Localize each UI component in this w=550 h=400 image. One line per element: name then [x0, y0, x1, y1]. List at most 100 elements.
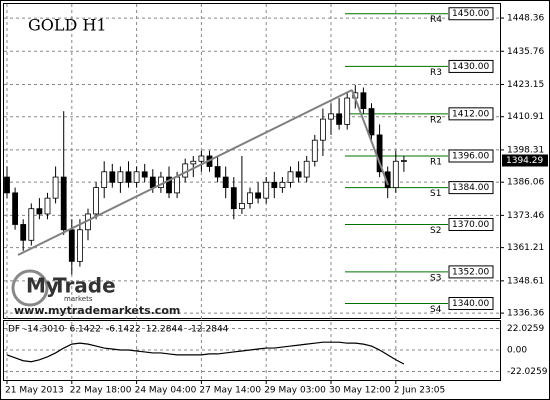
y-tick-label: 1435.76 [507, 47, 544, 57]
brand-tagline: markets [64, 295, 93, 303]
candle-body [68, 229, 75, 262]
y-tick-label: 1336.36 [507, 309, 544, 319]
candle-body [230, 187, 237, 210]
candle-body [368, 108, 375, 136]
pivot-box [448, 107, 494, 121]
candle-body [392, 160, 399, 189]
trendline [351, 89, 389, 186]
pivot-box [448, 59, 494, 73]
candle-body [263, 181, 270, 199]
brand-url: www.mytrademarkets.com [14, 304, 180, 317]
indicator-name: DF [8, 325, 20, 335]
candle-body [36, 208, 43, 215]
candle-body [255, 192, 262, 199]
pivot-label: 1450.00 [452, 9, 489, 19]
candle-body [287, 171, 294, 183]
logo: My Trade markets www.mytrademarkets.com [11, 269, 180, 317]
pivot-label: 1430.00 [452, 62, 489, 72]
y-tick-label: 0.00 [507, 346, 527, 356]
candle-body [238, 203, 245, 210]
pivot-name: S2 [430, 226, 441, 236]
candle-body [279, 181, 286, 189]
candle-body [12, 192, 19, 225]
candle-body [166, 176, 172, 194]
y-tick-label: 1348.61 [507, 276, 544, 286]
candle-body [295, 171, 302, 178]
x-tick-label: 2 Jun 23:05 [394, 386, 445, 396]
pivot-box [448, 7, 494, 21]
pivot-box [448, 149, 494, 163]
candle-body [311, 139, 318, 162]
price-marker [502, 154, 548, 167]
indicator-reading: -6.1422 [106, 325, 141, 335]
y-tick-label: 1361.21 [507, 243, 544, 253]
candle-body [336, 113, 343, 125]
candle-body [319, 118, 326, 141]
pivot-name: R1 [430, 157, 442, 167]
x-tick-label: 30 May 12:00 [329, 386, 391, 396]
logo-ring [11, 269, 49, 307]
candle-body [28, 208, 35, 241]
price-label: 1394.29 [506, 156, 543, 166]
candle-body [303, 160, 310, 178]
indicator-reading: -12.2844 [188, 325, 229, 335]
candle-body [77, 229, 83, 262]
y-tick-label: 1373.46 [507, 211, 544, 221]
y-tick-label: 1398.31 [507, 145, 544, 155]
candle-body [376, 134, 383, 173]
candle-body [328, 113, 334, 120]
candle-body [52, 176, 59, 199]
pivot-label: 1384.00 [452, 183, 489, 193]
pivot-box [448, 181, 494, 195]
candle-body [344, 97, 351, 125]
brand-name: My [26, 274, 59, 298]
pivot-box [448, 265, 494, 279]
pivot-name: S3 [430, 273, 441, 283]
candle-body [125, 171, 132, 183]
chart-title: GOLD H1 [28, 16, 107, 35]
candle-body [109, 171, 116, 183]
pivot-label: 1370.00 [452, 220, 489, 230]
candle-body [101, 171, 108, 189]
x-tick-label: 27 May 14:00 [199, 386, 261, 396]
pivot-box [448, 297, 494, 311]
candle-body [93, 187, 99, 215]
y-tick-label: -22.0259 [507, 367, 548, 377]
brand-name: Trade [53, 274, 116, 298]
candle-body [20, 224, 27, 241]
indicator-reading: 6.1422 [69, 325, 101, 335]
trendline [17, 89, 353, 256]
indicator-panel [3, 320, 501, 381]
candle-body [60, 176, 67, 231]
pivot-label: 1412.00 [452, 109, 489, 119]
y-tick-label: 1386.06 [507, 178, 544, 188]
y-tick-label: 1410.91 [507, 112, 544, 122]
candle-body [44, 197, 51, 215]
candle-body [190, 160, 197, 165]
pivot-name: S4 [430, 305, 442, 315]
candle-body [149, 176, 156, 189]
y-tick-label: 1423.15 [507, 80, 544, 90]
indicator-reading: 12.2844 [146, 325, 183, 335]
indicator-reading: -14.3010 [24, 325, 65, 335]
pivot-name: R4 [430, 15, 442, 25]
candle-body [271, 181, 278, 189]
pivot-label: 1352.00 [452, 267, 489, 277]
candle-body [400, 160, 407, 162]
indicator-line [6, 341, 405, 365]
candle-body [133, 171, 140, 183]
x-tick-label: 24 May 04:00 [135, 386, 197, 396]
pivot-label: 1340.00 [452, 299, 489, 309]
y-tick-label: 1448.36 [507, 14, 544, 24]
candle-body [141, 171, 148, 178]
candle-body [222, 176, 229, 189]
pivot-name: R3 [430, 68, 442, 78]
x-tick-label: 21 May 2013 [5, 386, 64, 396]
candle-body [4, 176, 10, 194]
candle-body [198, 155, 205, 162]
candle-body [117, 171, 124, 183]
pivot-name: R2 [430, 115, 442, 125]
pivot-box [448, 217, 494, 231]
